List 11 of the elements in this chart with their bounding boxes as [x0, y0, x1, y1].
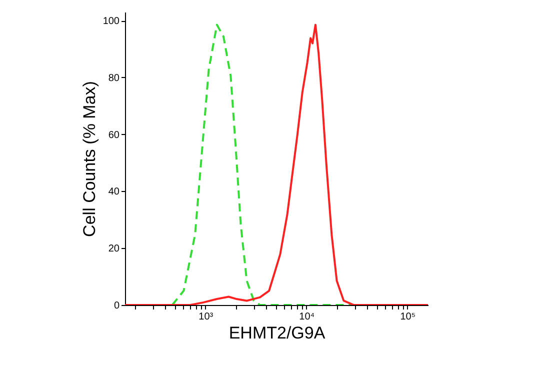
y-tick-label: 100: [102, 16, 120, 28]
x-tick-label: 10⁵: [400, 312, 416, 322]
x-axis-title: EHMT2/G9A: [228, 324, 326, 342]
y-axis-title: Cell Counts (% Max): [80, 81, 99, 237]
y-tick-label: 0: [114, 300, 120, 312]
y-tick-label: 20: [108, 244, 120, 255]
x-tick-label: 10³: [198, 312, 214, 322]
y-tick-label: 40: [108, 186, 120, 198]
y-tick-label: 80: [108, 72, 120, 84]
x-tick-label: 10⁴: [299, 312, 315, 322]
y-tick-label: 60: [108, 130, 120, 141]
